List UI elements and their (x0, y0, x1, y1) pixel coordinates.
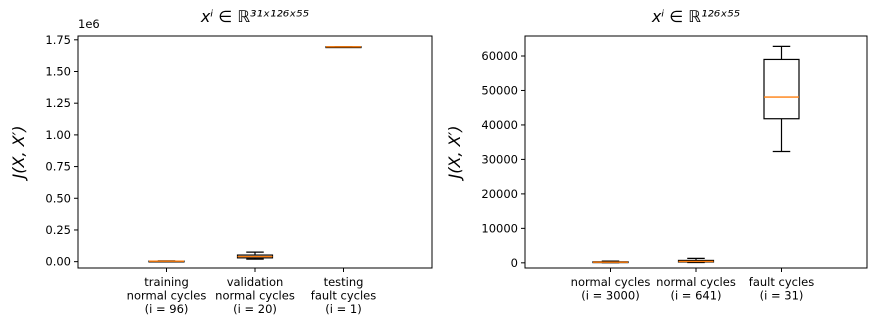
x-tick-label-line: (i = 641) (670, 289, 721, 303)
x-tick-label: normal cycles (i = 641) (656, 275, 736, 303)
x-tick-label-line: fault cycles (749, 275, 814, 289)
x-tick-label-line: (i = 1) (325, 302, 361, 316)
y-tick-label: 60000 (481, 49, 518, 63)
y-tick-label: 0 (511, 256, 518, 270)
y-axis-label: J(X, X′) (9, 126, 28, 182)
y-tick-label: 1.25 (45, 96, 71, 110)
y-tick-label: 0.75 (45, 160, 71, 174)
y-axis-label: J(X, X′) (445, 126, 464, 182)
box-3 (325, 46, 362, 49)
y-tick-label: 1.75 (45, 33, 71, 47)
x-tick-label-line: (i = 96) (145, 302, 189, 316)
x-tick-label-line: training (144, 275, 189, 289)
y-offset-label: 1e6 (78, 17, 100, 31)
x-tick-label-line: normal cycles (215, 289, 295, 303)
box-iqr (763, 58, 800, 120)
y-tick-label: 1.00 (45, 128, 71, 142)
y-tick-label: 30000 (481, 152, 518, 166)
x-tick-label: testing fault cycles (i = 1) (311, 275, 376, 316)
y-tick-label: 10000 (481, 221, 518, 235)
x-tick-label: training normal cycles (i = 96) (127, 275, 207, 316)
y-tick-label: 0.00 (45, 255, 71, 269)
box-3 (763, 45, 800, 153)
x-tick-label-line: (i = 3000) (581, 289, 639, 303)
x-tick-label-line: normal cycles (656, 275, 736, 289)
box-2 (236, 251, 274, 260)
chart-title: xⁱ ∈ ℝ³¹ˣ¹²⁶ˣ⁵⁵ (200, 7, 309, 26)
y-tick-label: 1.50 (45, 64, 71, 78)
box-2 (677, 257, 715, 264)
y-tick-label: 50000 (481, 83, 518, 97)
x-tick-label-line: (i = 20) (233, 302, 277, 316)
chart-1: xⁱ ∈ ℝ³¹ˣ¹²⁶ˣ⁵⁵ 1e6 J(X, X′) 0.00 0.25 0.50 0.… (9, 7, 433, 316)
chart-title: xⁱ ∈ ℝ¹²⁶ˣ⁵⁵ (651, 7, 740, 26)
chart-2: xⁱ ∈ ℝ¹²⁶ˣ⁵⁵ J(X, X′) 0 10000 20000 30000 4000… (445, 7, 868, 303)
y-tick-label: 0.50 (45, 191, 71, 205)
x-tick-label: validation normal cycles (i = 20) (215, 275, 295, 316)
y-tick-label: 40000 (481, 118, 518, 132)
box-1 (592, 260, 629, 264)
x-tick-label: fault cycles (i = 31) (749, 275, 814, 303)
x-tick-label-line: validation (227, 275, 284, 289)
x-tick-label-line: fault cycles (311, 289, 376, 303)
x-tick-label-line: normal cycles (127, 289, 207, 303)
y-tick-label: 20000 (481, 187, 518, 201)
x-tick-label-line: testing (324, 275, 364, 289)
x-tick-label-line: normal cycles (571, 275, 651, 289)
x-tick-label: normal cycles (i = 3000) (571, 275, 651, 303)
y-tick-label: 0.25 (45, 223, 71, 237)
x-tick-label-line: (i = 31) (760, 289, 804, 303)
box-1 (148, 260, 185, 263)
